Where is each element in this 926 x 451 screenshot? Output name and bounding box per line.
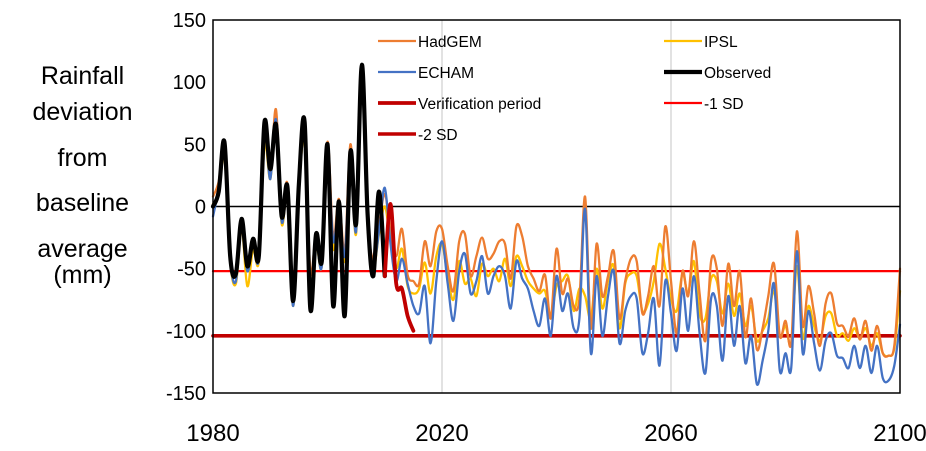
- legend-label-verification-period: Verification period: [418, 96, 541, 113]
- legend-item-hadgem: HadGEM: [378, 34, 482, 51]
- y-axis-label-line-6: (mm): [53, 261, 112, 289]
- legend-item-2-sd: -2 SD: [378, 127, 458, 144]
- series-line-observed: [210, 62, 387, 319]
- y-axis-label-line-3: from: [57, 144, 108, 172]
- grid: [213, 20, 900, 393]
- y-axis-label-line-5: average: [37, 235, 128, 263]
- x-tick-label: 1980: [186, 420, 239, 447]
- y-tick-label: 50: [184, 134, 206, 156]
- series-line-ipsl: [211, 81, 902, 358]
- y-tick-label: -50: [177, 259, 206, 281]
- x-tick-label: 2020: [415, 420, 468, 447]
- y-axis-label-line-4: baseline: [35, 189, 130, 217]
- axes: 150 100 50 0 -50 -100 -150 1980 2020 2060 2100: [166, 10, 926, 447]
- x-tick-label: 2100: [873, 420, 926, 447]
- series-line-verification-period: [382, 202, 416, 333]
- series-lines: [210, 62, 902, 386]
- legend-item-echam: ECHAM: [378, 65, 474, 82]
- legend-item-observed: Observed: [664, 65, 771, 82]
- legend-label-ipsl: IPSL: [704, 34, 738, 51]
- y-tick-label: 100: [173, 72, 206, 94]
- series-line-hadgem: [211, 66, 902, 358]
- y-tick-label: 0: [195, 197, 206, 219]
- legend-item-1-sd: -1 SD: [664, 96, 744, 113]
- y-tick-label: 150: [173, 10, 206, 32]
- legend-label-1-sd: -1 SD: [704, 96, 744, 113]
- legend-item-verification-period: Verification period: [378, 96, 541, 113]
- y-tick-label: -100: [166, 321, 206, 343]
- legend-item-ipsl: IPSL: [664, 34, 738, 51]
- legend: HadGEM IPSL ECHAM Observed Verification peri…: [378, 34, 771, 144]
- y-tick-label: -150: [166, 383, 206, 405]
- x-tick-label: 2060: [644, 420, 697, 447]
- y-axis-label-line-2: deviation: [32, 98, 133, 126]
- plot-frame: [212, 19, 901, 394]
- legend-label-hadgem: HadGEM: [418, 34, 482, 51]
- legend-label-echam: ECHAM: [418, 65, 474, 82]
- legend-label-observed: Observed: [704, 65, 771, 82]
- y-axis-label-line-1: Rainfall: [40, 62, 125, 90]
- legend-label-2-sd: -2 SD: [418, 127, 458, 144]
